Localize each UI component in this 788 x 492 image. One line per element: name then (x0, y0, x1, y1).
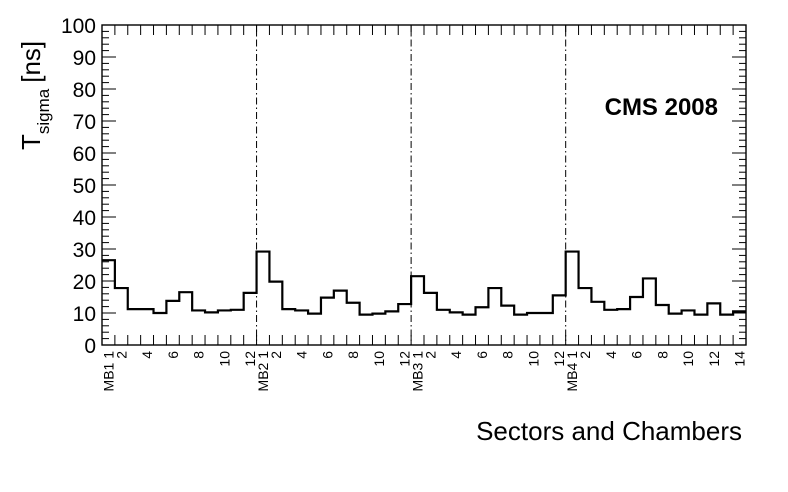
x-tick-label: 10 (371, 351, 387, 367)
y-axis-label-unit: [ns] (16, 41, 46, 83)
x-tick-label: 8 (654, 351, 670, 359)
x-tick-label: 8 (500, 351, 516, 359)
x-tick-label: 6 (165, 351, 181, 359)
x-tick-label: 10 (525, 351, 541, 367)
x-tick-label: 12 (551, 351, 567, 367)
x-tick-label: 8 (191, 351, 207, 359)
x-tick-label: 6 (319, 351, 335, 359)
x-tick-label: 14 (732, 351, 748, 367)
x-tick-label: MB1 1 (100, 351, 116, 392)
y-tick-label: 20 (73, 271, 96, 294)
x-tick-label: 2 (422, 351, 438, 359)
x-tick-label: 10 (680, 351, 696, 367)
y-tick-label: 40 (73, 207, 96, 230)
x-tick-label: 4 (448, 351, 464, 359)
svg-text:Tsigma[ns]: Tsigma [ns] (16, 41, 53, 150)
x-tick-label: 4 (139, 351, 155, 359)
x-tick-label: 12 (706, 351, 722, 367)
x-tick-label: MB2 1 (255, 351, 271, 392)
y-axis-label-sub: sigma (34, 88, 53, 134)
x-tick-label: MB3 1 (410, 351, 426, 392)
y-tick-label: 60 (73, 143, 96, 166)
y-tick-label: 80 (73, 79, 96, 102)
y-tick-label: 70 (73, 111, 96, 134)
y-tick-label: 0 (84, 335, 96, 358)
x-tick-label: MB4 1 (564, 351, 580, 392)
y-tick-label: 100 (61, 15, 96, 38)
y-tick-labels: 0 10 20 30 40 50 60 70 80 90 100 (61, 15, 96, 358)
x-tick-label: 4 (603, 351, 619, 359)
x-tick-label: 2 (113, 351, 129, 359)
y-axis-label: Tsigma [ns] (16, 41, 53, 150)
x-tick-label: 8 (345, 351, 361, 359)
y-axis-label-main: T (16, 134, 46, 150)
y-tick-label: 90 (73, 47, 96, 70)
y-tick-label: 50 (73, 175, 96, 198)
plot-frame (101, 24, 747, 346)
x-tick-label: 12 (242, 351, 258, 367)
histogram-step-line (102, 250, 746, 316)
x-tick-label: 6 (474, 351, 490, 359)
tick-layer (101, 24, 747, 346)
x-tick-label: 4 (294, 351, 310, 359)
x-tick-label: 10 (216, 351, 232, 367)
x-tick-label: 2 (268, 351, 284, 359)
x-tick-label: 12 (397, 351, 413, 367)
x-axis-label: Sectors and Chambers (476, 416, 742, 446)
x-tick-label: 2 (577, 351, 593, 359)
y-tick-label: 10 (73, 303, 96, 326)
x-tick-label: 6 (629, 351, 645, 359)
cms-annotation: CMS 2008 (605, 94, 718, 121)
y-tick-label: 30 (73, 239, 96, 262)
